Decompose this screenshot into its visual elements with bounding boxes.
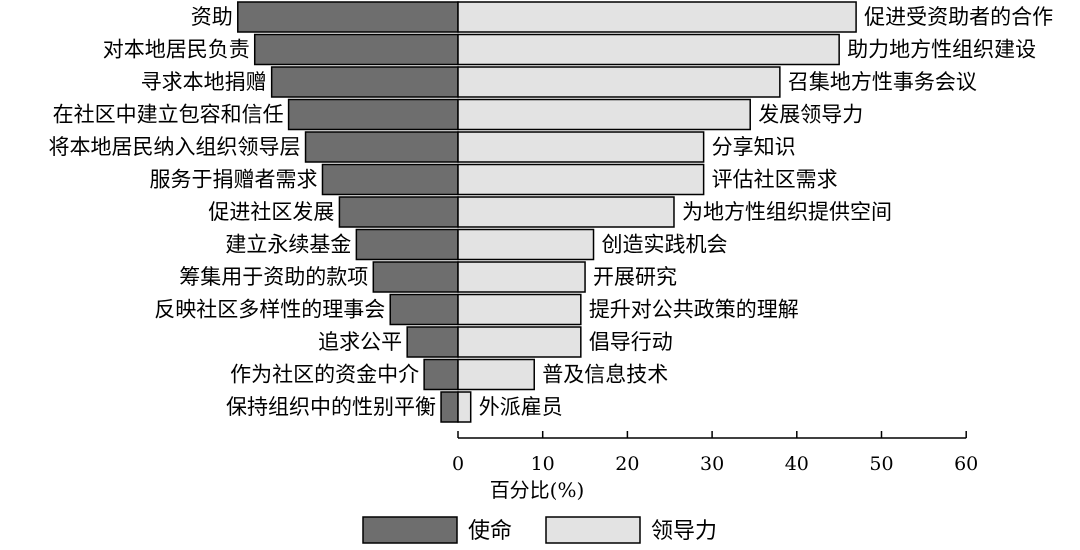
mission-bar [237,1,459,33]
leadership-labels: 促进受资助者的合作助力地方性组织建设召集地方性事务会议发展领导力分享知识评估社区… [479,5,1053,419]
mission-category-label: 保持组织中的性别平衡 [226,395,436,419]
x-tick-label: 60 [954,453,978,475]
leadership-bar [457,358,535,391]
leadership-bar [457,228,595,261]
x-tick-label: 30 [700,453,724,475]
mission-bar [321,163,459,196]
mission-category-label: 促进社区发展 [208,200,334,224]
leadership-bar [457,196,675,228]
leadership-category-label: 助力地方性组织建设 [847,38,1036,62]
legend-swatch-leadership [545,516,641,544]
leadership-category-label: 分享知识 [712,135,796,159]
leadership-bar [457,391,472,423]
mission-category-label: 反映社区多样性的理事会 [154,298,385,322]
leadership-bar [457,326,582,358]
leadership-category-label: 召集地方性事务会议 [788,70,977,94]
leadership-category-label: 外派雇员 [479,395,563,419]
leadership-category-label: 评估社区需求 [712,168,838,192]
leadership-bar [457,131,705,163]
mission-category-label: 在社区中建立包容和信任 [53,103,284,127]
mission-bar [406,326,459,358]
mission-category-label: 将本地居民纳入组织领导层 [49,135,301,159]
x-tick-label: 50 [869,453,893,475]
mission-category-label: 资助 [191,5,233,29]
leadership-bar [457,1,857,33]
mission-bar [440,391,459,423]
mission-category-label: 追求公平 [318,330,402,354]
leadership-bar [457,66,781,98]
legend-label-leadership: 领导力 [651,519,717,544]
leadership-bar [457,98,751,131]
x-tick-label: 0 [452,453,464,475]
mission-category-label: 筹集用于资助的款项 [179,265,368,289]
legend-label-mission: 使命 [468,519,512,544]
legend-swatch-mission [362,516,458,544]
mission-bar [372,261,459,293]
legend: 使命 领导力 [362,516,717,544]
mission-bar [355,228,459,261]
mission-bar [253,33,459,66]
leadership-category-label: 为地方性组织提供空间 [682,200,892,224]
leadership-bar [457,33,840,66]
leadership-bar [457,261,586,293]
x-tick-label: 40 [785,453,809,475]
mission-bar [287,98,459,131]
mission-bars [237,1,459,423]
mission-labels: 资助对本地居民负责寻求本地捐赠在社区中建立包容和信任将本地居民纳入组织领导层服务… [49,5,437,419]
mission-category-label: 作为社区的资金中介 [230,363,419,387]
leadership-category-label: 开展研究 [593,265,677,289]
leadership-bar [457,293,582,326]
mission-bar [304,131,459,163]
mission-category-label: 建立永续基金 [225,233,351,257]
leadership-category-label: 创造实践机会 [602,233,728,257]
leadership-bars [457,1,857,423]
mission-bar [270,66,459,98]
mission-category-label: 对本地居民负责 [103,38,250,62]
mission-bar [389,293,459,326]
leadership-category-label: 提升对公共政策的理解 [589,298,799,322]
leadership-bar [457,163,705,196]
x-tick-label: 20 [615,453,639,475]
leadership-category-label: 普及信息技术 [542,363,668,387]
mission-category-label: 服务于捐赠者需求 [149,168,317,192]
mission-category-label: 寻求本地捐赠 [141,70,267,94]
mission-bar [423,358,459,391]
x-axis-label: 百分比(%) [490,478,585,502]
x-axis: 0 10 20 30 40 50 60 [452,431,978,475]
leadership-category-label: 促进受资助者的合作 [864,5,1053,29]
leadership-category-label: 倡导行动 [589,330,673,354]
x-tick-label: 10 [531,453,555,475]
leadership-category-label: 发展领导力 [758,103,863,127]
mission-bar [338,196,459,228]
